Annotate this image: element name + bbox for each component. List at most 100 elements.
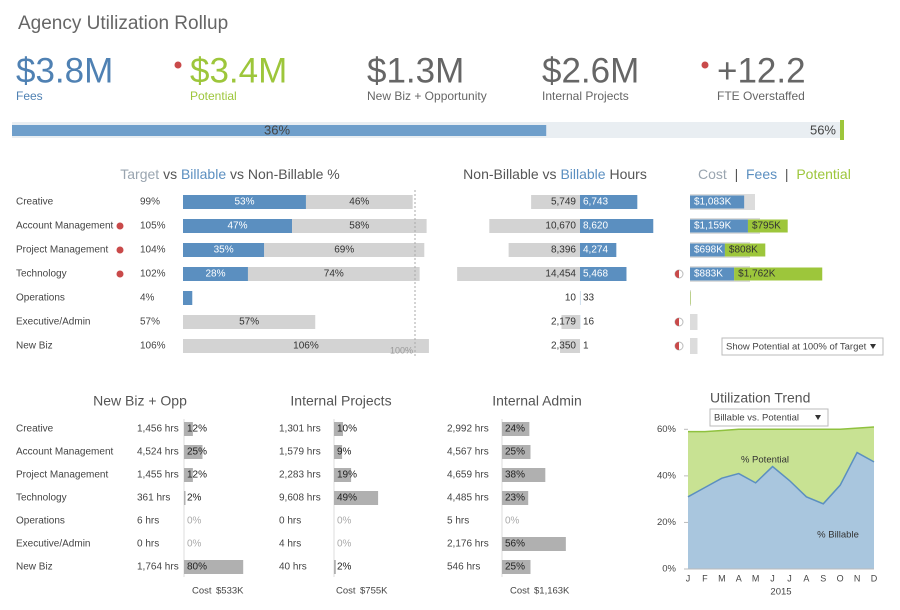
bar-label: 8,620 <box>583 221 608 232</box>
bar-label: 5,749 <box>551 197 576 208</box>
title-part: Non-Billable vs <box>463 166 560 182</box>
cost-bar <box>690 338 698 354</box>
x-tick-label: A <box>736 573 742 583</box>
bar-label: 2,350 <box>551 341 576 352</box>
bar-label: $1,762K <box>738 269 776 280</box>
chart-title: Target vs Billable vs Non-Billable % <box>120 166 339 182</box>
bar <box>724 243 766 257</box>
bar <box>489 219 580 233</box>
x-tick-label: A <box>803 573 809 583</box>
potential-filter[interactable]: Show Potential at 100% of Target <box>721 337 884 356</box>
x-tick-label: N <box>854 573 861 583</box>
bar <box>560 339 580 353</box>
bar-label: 46% <box>349 197 369 208</box>
hours-label: 4,524 hrs <box>137 447 179 458</box>
dropdown-arrow[interactable] <box>815 415 821 420</box>
bar <box>292 219 427 233</box>
bar <box>457 267 580 281</box>
bar <box>183 243 265 257</box>
bar-label: 0% <box>337 539 352 550</box>
bar <box>183 267 248 281</box>
bar-label: 28% <box>205 269 225 280</box>
x-tick-label: J <box>770 573 775 583</box>
dropdown-arrow[interactable] <box>870 344 876 349</box>
title-part: Hours <box>606 166 647 182</box>
bar-label: 16 <box>583 317 595 328</box>
bar <box>502 422 530 436</box>
kpi-label: New Biz + Opportunity <box>367 89 487 103</box>
area-fill <box>688 452 874 569</box>
bar <box>183 291 193 305</box>
total-label: 106% <box>140 341 166 352</box>
dropdown-text[interactable]: Show Potential at 100% of Target <box>726 342 867 353</box>
bar <box>690 291 691 305</box>
bar <box>184 491 186 505</box>
bar <box>580 195 638 209</box>
x-tick-label: J <box>787 573 792 583</box>
bar-label: 58% <box>349 221 369 232</box>
bar <box>183 339 429 353</box>
bar-label: 9% <box>337 447 352 458</box>
title-part: | <box>777 166 796 182</box>
category-label: Executive/Admin <box>16 539 90 550</box>
dropdown-box[interactable] <box>721 337 884 356</box>
bar <box>580 267 627 281</box>
bar-label: 2,179 <box>551 317 576 328</box>
bar-label: 33 <box>583 293 595 304</box>
flag-dot <box>116 270 124 278</box>
title-part: Billable <box>181 166 226 182</box>
bar-label: 6,743 <box>583 197 608 208</box>
bar <box>334 560 336 574</box>
bar <box>690 219 748 233</box>
x-tick-label: J <box>686 573 691 583</box>
hours-label: 2,283 hrs <box>279 470 321 481</box>
chart-title: Utilization Trend <box>710 390 810 406</box>
bar <box>502 491 529 505</box>
dropdown-box[interactable] <box>709 408 829 427</box>
title-part: Billable <box>560 166 605 182</box>
category-label: Technology <box>16 269 67 280</box>
bar <box>183 219 293 233</box>
progress-label: 56% <box>810 122 836 137</box>
status-icon-half <box>675 270 679 278</box>
bar-label: 38% <box>505 470 525 481</box>
total-label: 105% <box>140 221 166 232</box>
bar <box>184 445 203 459</box>
kpi-value: $2.6M <box>542 51 639 90</box>
y-tick-label: 0% <box>662 564 676 575</box>
hours-label: 9,608 hrs <box>279 493 321 504</box>
kpi-value: +12.2 <box>717 51 806 90</box>
kpi-label: Fees <box>16 89 43 103</box>
cost-value: $533K <box>216 586 244 597</box>
bar <box>184 560 244 574</box>
dropdown-text[interactable]: Billable vs. Potential <box>714 413 799 424</box>
bar <box>690 243 725 257</box>
trend-filter[interactable]: Billable vs. Potential <box>709 408 829 427</box>
kpi-label: FTE Overstaffed <box>717 89 805 103</box>
dashboard-title: Agency Utilization Rollup <box>18 13 228 34</box>
category-label: New Biz <box>16 562 53 573</box>
kpi-label: Potential <box>190 89 237 103</box>
bar-label: 74% <box>324 269 344 280</box>
bar <box>580 243 617 257</box>
hours-label: 1,764 hrs <box>137 562 179 573</box>
category-label: Executive/Admin <box>16 317 90 328</box>
bar-label: 5,468 <box>583 269 608 280</box>
bar-label: 1 <box>583 341 589 352</box>
bar-label: 25% <box>505 562 525 573</box>
bar-label: 35% <box>214 245 234 256</box>
bar <box>305 195 413 209</box>
series-label: % Potential <box>741 455 789 466</box>
bar-label: 12% <box>187 470 207 481</box>
hours-label: 361 hrs <box>137 493 170 504</box>
bar-label: 10,670 <box>545 221 576 232</box>
flag-dot <box>116 222 124 230</box>
bar <box>502 445 531 459</box>
title-part: Fees <box>746 166 777 182</box>
bar <box>508 243 580 257</box>
area-line <box>688 426 875 433</box>
bar <box>690 267 735 281</box>
bar-label: 106% <box>293 341 319 352</box>
cost-value: $1,163K <box>534 586 570 597</box>
